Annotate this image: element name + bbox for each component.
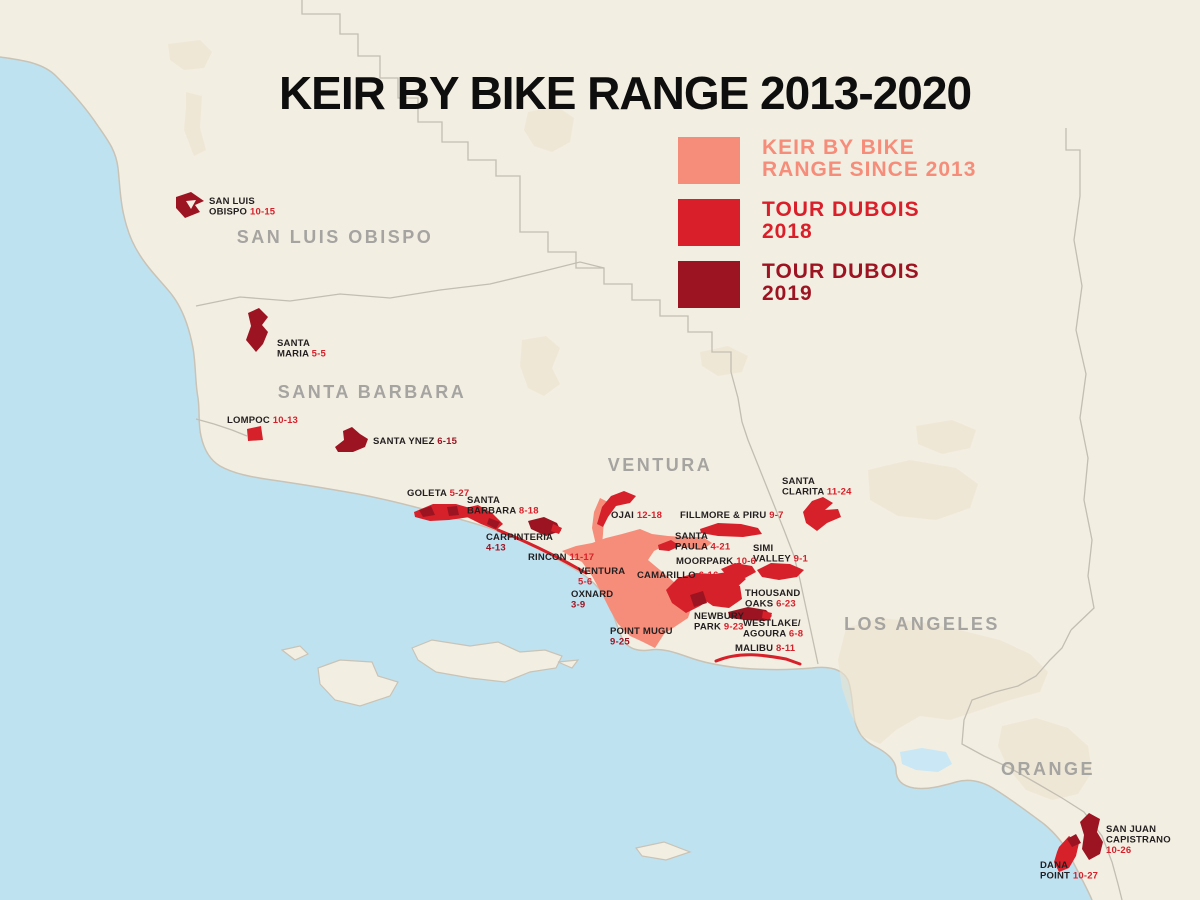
city-marker-lompoc	[247, 426, 263, 441]
urban-area	[998, 718, 1092, 800]
city-label-rincon: RINCON 11-17	[528, 552, 594, 563]
legend-item-range: KEIR BY BIKE RANGE SINCE 2013	[678, 137, 1098, 184]
ocean	[0, 57, 1092, 900]
urban-area	[916, 420, 976, 454]
county-border	[301, 0, 732, 372]
county-label-orange: ORANGE	[1001, 759, 1095, 779]
city-label-moorpark: MOORPARK 10-6	[676, 556, 756, 567]
county-label-los-angeles: LOS ANGELES	[844, 614, 1000, 634]
city-marker-san-juan-capistrano	[1080, 813, 1103, 860]
city-label-santa-barbara-city: SANTA BARBARA 8-18	[467, 495, 539, 517]
page-title: KEIR BY BIKE RANGE 2013-2020	[278, 67, 972, 119]
county-border	[1065, 128, 1095, 631]
city-label-santa-clarita: SANTA CLARITA 11-24	[782, 476, 852, 498]
city-marker-goleta	[447, 506, 459, 516]
route-line-malibu	[714, 653, 802, 666]
legend-item-tour-2018: TOUR DUBOIS 2018	[678, 199, 1098, 246]
urban-areas-layer	[168, 40, 1092, 800]
city-label-lompoc: LOMPOC 10-13	[227, 415, 298, 426]
city-label-ventura: VENTURA 5-6	[578, 566, 625, 588]
city-label-fillmore-piru: FILLMORE & PIRU 9-7	[680, 510, 784, 521]
city-label-simi-valley: SIMI VALLEY 9-1	[753, 543, 808, 565]
city-label-carpinteria: CARPINTERIA 4-13	[486, 532, 553, 554]
city-label-dana-point: DANA POINT 10-27	[1040, 860, 1098, 882]
island	[557, 659, 580, 669]
city-marker-goleta	[419, 506, 435, 517]
legend-range-line1: KEIR BY BIKE	[762, 136, 915, 159]
city-label-thousand-oaks: THOUSAND OAKS 6-23	[745, 588, 800, 610]
city-markers-layer	[176, 192, 1103, 872]
legend-2019-line2: 2019	[762, 282, 813, 305]
urban-area	[524, 106, 574, 152]
city-marker-santa-ynez	[335, 427, 368, 452]
city-label-camarillo: CAMARILLO 6-16	[637, 570, 718, 581]
city-marker-dana-point	[1067, 834, 1081, 847]
tour-2019-swatch	[678, 261, 740, 308]
city-marker-thousand-oaks	[690, 591, 707, 607]
urban-area	[838, 618, 1048, 744]
county-borders-layer	[195, 0, 1123, 900]
city-label-point-mugu: POINT MUGU 9-25	[610, 626, 673, 648]
city-marker-thousand-oaks	[680, 581, 742, 608]
county-border	[195, 418, 248, 437]
legend: KEIR BY BIKE RANGE SINCE 2013 TOUR DUBOI…	[678, 137, 1098, 323]
legend-2018-line2: 2018	[762, 220, 813, 243]
county-label-san-luis-obispo: SAN LUIS OBISPO	[237, 227, 434, 247]
city-marker-san-luis-obispo	[186, 200, 196, 209]
city-label-westlake-agoura: WESTLAKE/AGOURA 6-8	[743, 618, 803, 640]
city-marker-santa-barbara-city	[487, 518, 500, 529]
urban-area	[700, 346, 748, 376]
ocean-layer	[0, 56, 1093, 900]
city-marker-ojai	[597, 491, 636, 527]
city-marker-santa-paula	[658, 540, 680, 551]
urban-area	[868, 460, 978, 520]
city-label-san-juan-capistrano: SAN JUAN CAPISTRANO 10-26	[1106, 824, 1171, 856]
city-marker-westlake-agoura	[762, 611, 772, 620]
city-label-goleta: GOLETA 5-27	[407, 488, 469, 499]
bike-range-area	[562, 529, 712, 648]
legend-2018-line1: TOUR DUBOIS	[762, 198, 920, 221]
urban-area	[520, 336, 560, 396]
city-labels-layer: SAN LUIS OBISPO 10-15 SANTA MARIA 5-5 LOMPOC…	[209, 196, 1171, 882]
county-border	[195, 261, 605, 307]
city-label-oxnard: OXNARD 3-9	[571, 589, 613, 611]
tour-2018-swatch	[678, 199, 740, 246]
city-label-santa-ynez: SANTA YNEZ 6-15	[373, 436, 458, 447]
city-label-san-luis-obispo: SAN LUIS OBISPO 10-15	[209, 196, 276, 218]
urban-area	[184, 92, 206, 156]
city-label-ojai: OJAI 12-18	[611, 510, 662, 521]
county-label-santa-barbara: SANTA BARBARA	[278, 382, 467, 402]
legend-item-tour-2019: TOUR DUBOIS 2019	[678, 261, 1098, 308]
county-border	[961, 629, 1123, 900]
island	[280, 645, 310, 661]
county-border	[730, 371, 819, 665]
legend-range-line2: RANGE SINCE 2013	[762, 158, 977, 181]
city-marker-santa-clarita	[803, 497, 841, 531]
city-label-santa-paula: SANTA PAULA 4-21	[675, 531, 731, 553]
harbor	[900, 748, 952, 772]
city-marker-simi-valley	[757, 563, 804, 580]
county-labels-layer: SAN LUIS OBISPO SANTA BARBARA VENTURA LOS A…	[237, 227, 1095, 779]
island	[317, 659, 399, 707]
city-label-malibu: MALIBU 8-11	[735, 643, 796, 654]
city-marker-santa-maria	[246, 308, 268, 352]
city-marker-newbury-park	[728, 607, 772, 621]
county-label-ventura: VENTURA	[608, 455, 713, 475]
city-label-santa-maria: SANTA MARIA 5-5	[277, 338, 326, 360]
city-marker-fillmore-piru	[700, 523, 762, 537]
urban-area	[168, 40, 212, 70]
legend-2019-line1: TOUR DUBOIS	[762, 260, 920, 283]
city-label-newbury-park: NEWBURY PARK 9-23	[694, 611, 745, 633]
island	[634, 841, 692, 861]
city-marker-carpinteria	[551, 524, 562, 534]
route-line-rincon	[496, 528, 588, 575]
coastline	[0, 56, 1093, 900]
range-swatch	[678, 137, 740, 184]
